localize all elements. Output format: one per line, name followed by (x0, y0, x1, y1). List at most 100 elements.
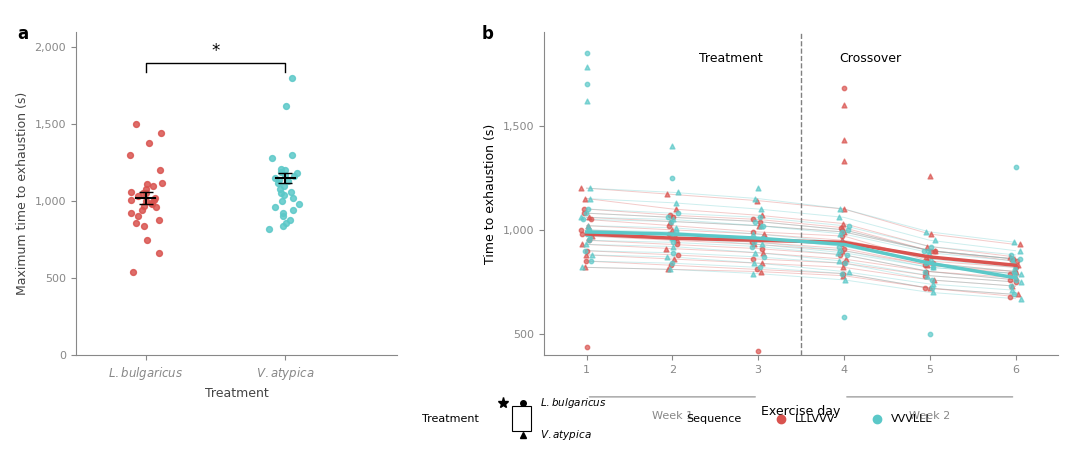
Point (663, 218, 680, 225)
Point (278, 219, 295, 226)
Point (834, 226, 851, 233)
Point (663, 259, 680, 267)
Point (834, 270, 851, 277)
Point (832, 251, 849, 258)
Point (667, 199, 685, 207)
Point (835, 245, 852, 252)
Point (1004, 255, 1022, 263)
Point (746, 249, 764, 257)
Point (917, 262, 934, 269)
Point (121, 151, 138, 158)
Point (834, 233, 851, 240)
Point (831, 205, 848, 212)
Point (835, 264, 852, 271)
Point (124, 268, 141, 275)
Point (267, 174, 284, 182)
Point (266, 203, 283, 211)
Point (582, 185, 599, 192)
Point (919, 247, 936, 254)
Point (1011, 247, 1028, 254)
Point (748, 266, 766, 273)
Point (1002, 251, 1020, 258)
Point (1013, 295, 1030, 302)
Point (1012, 255, 1029, 263)
Point (1003, 287, 1021, 294)
Point (122, 188, 139, 196)
Point (922, 243, 940, 250)
Point (834, 237, 851, 244)
Point (835, 157, 852, 165)
Point (140, 139, 158, 146)
Point (917, 268, 934, 275)
Text: Week 2: Week 2 (909, 411, 950, 421)
Point (753, 212, 770, 219)
Point (755, 253, 772, 261)
Point (1012, 270, 1029, 277)
Point (924, 280, 942, 288)
Point (577, 241, 594, 248)
Point (924, 264, 942, 271)
Point (572, 226, 590, 233)
Point (835, 136, 852, 144)
Point (665, 233, 683, 240)
Point (264, 154, 281, 162)
Point (135, 190, 152, 197)
Point (145, 182, 162, 189)
Point (663, 234, 680, 242)
Point (920, 249, 937, 257)
Point (147, 203, 164, 211)
Point (927, 237, 944, 244)
Point (837, 255, 854, 263)
Point (835, 259, 852, 267)
Point (748, 197, 766, 204)
Point (150, 216, 167, 223)
Point (1004, 258, 1022, 265)
Point (143, 201, 160, 208)
Point (751, 214, 768, 221)
Point (573, 264, 591, 271)
Point (836, 228, 853, 236)
Point (924, 264, 942, 271)
Point (577, 264, 594, 271)
Point (579, 205, 596, 212)
Point (831, 214, 848, 221)
Point (664, 243, 681, 250)
Point (1012, 241, 1029, 248)
Point (583, 251, 600, 258)
Point (285, 207, 302, 214)
Point (834, 241, 851, 248)
Text: a: a (17, 25, 29, 43)
Point (669, 237, 686, 244)
Point (1009, 258, 1026, 265)
Text: b: b (482, 25, 494, 43)
Text: $\it{L. bulgaricus}$: $\it{L. bulgaricus}$ (540, 396, 607, 410)
Point (659, 191, 676, 198)
Point (573, 241, 591, 248)
Point (582, 233, 599, 240)
Point (580, 222, 597, 229)
Point (924, 289, 942, 296)
Point (840, 268, 858, 275)
Text: Treatment: Treatment (699, 52, 762, 66)
Text: Sequence: Sequence (686, 414, 741, 424)
Point (272, 185, 289, 192)
Point (922, 255, 940, 263)
Point (835, 393, 852, 400)
Point (151, 167, 168, 174)
Point (274, 210, 292, 217)
Point (275, 182, 293, 189)
Point (1008, 268, 1025, 275)
Point (1008, 274, 1025, 282)
Point (918, 272, 935, 279)
Point (664, 214, 681, 221)
Point (917, 268, 934, 275)
Point (919, 262, 936, 269)
Point (284, 151, 301, 158)
Text: Crossover: Crossover (839, 52, 902, 66)
Point (1007, 270, 1024, 277)
Point (756, 234, 773, 242)
Point (750, 185, 767, 192)
Point (580, 226, 597, 233)
Point (133, 207, 150, 214)
Point (146, 194, 163, 202)
